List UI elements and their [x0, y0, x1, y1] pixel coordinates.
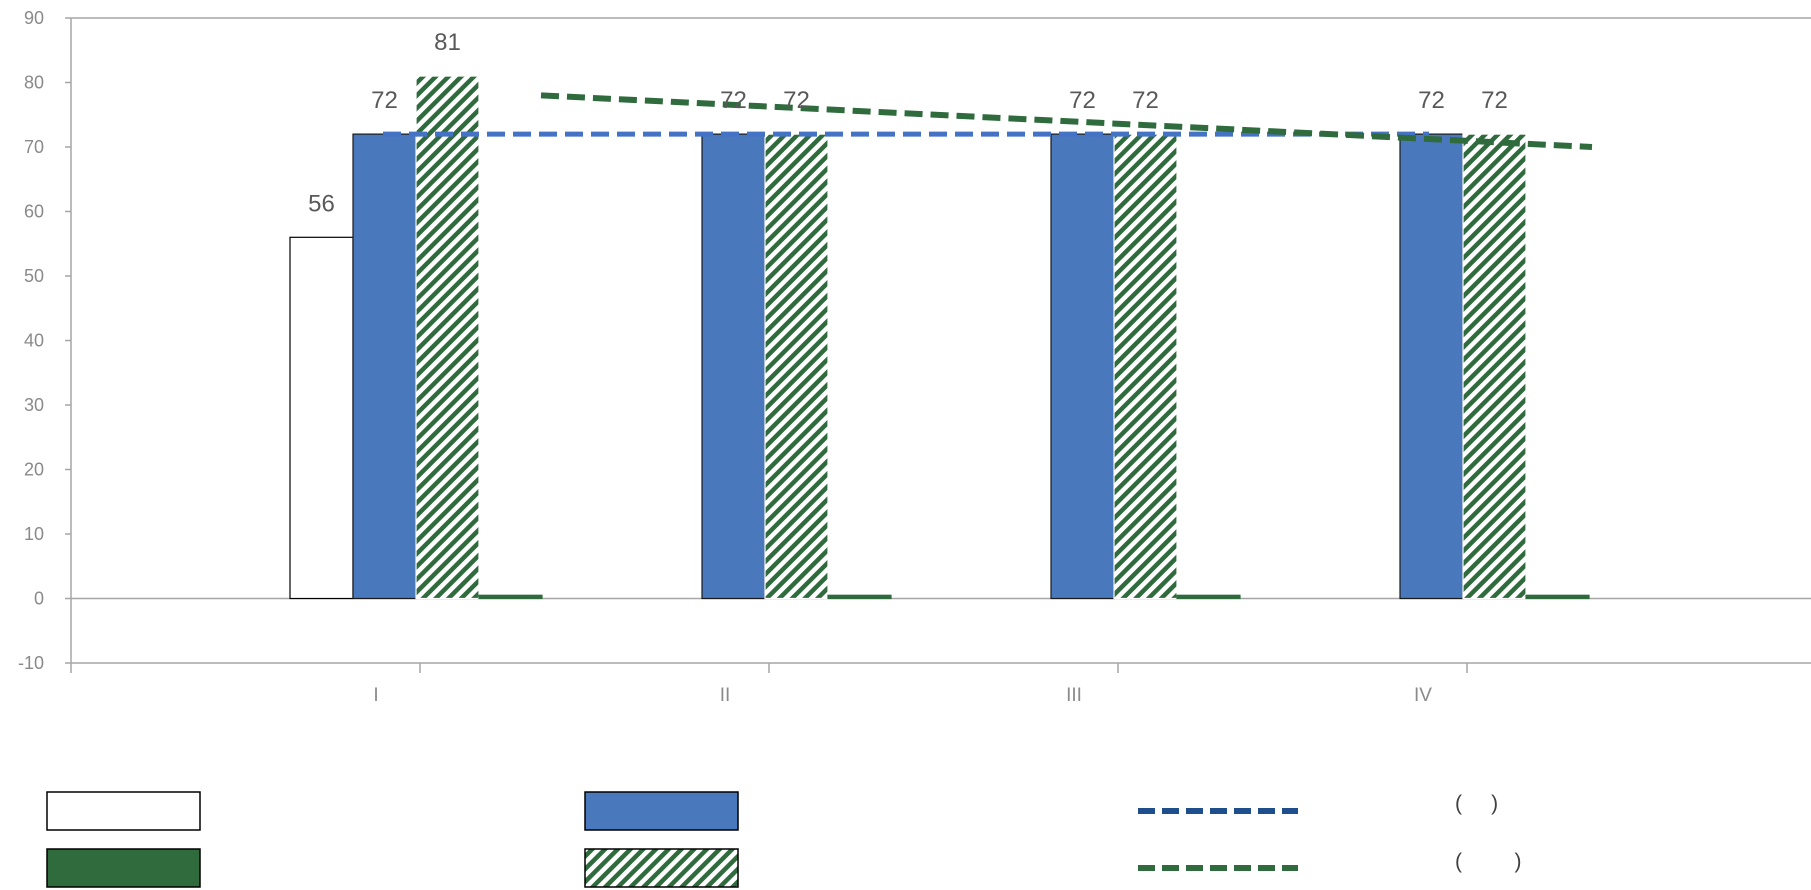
trend-lines [383, 92, 1593, 150]
y-tick-label: 90 [24, 8, 44, 28]
legend-label: ( ) [1455, 792, 1498, 815]
y-tick-label: 20 [24, 460, 44, 480]
data-label: 72 [1418, 87, 1445, 114]
legend-swatch [46, 791, 201, 831]
y-tick-label: 80 [24, 73, 44, 93]
y-tick-label: -10 [18, 653, 44, 673]
series-line [540, 92, 1593, 150]
legend-swatch [46, 848, 201, 888]
y-tick-label: 10 [24, 524, 44, 544]
bar [1525, 594, 1590, 600]
y-tick-label: 30 [24, 395, 44, 415]
data-label: 81 [434, 29, 461, 56]
x-tick-label: III [1066, 685, 1082, 706]
data-label: 72 [371, 87, 398, 114]
bar [352, 133, 417, 600]
bar [478, 594, 543, 600]
data-label: 72 [720, 87, 747, 114]
legend: ( ) ( ) [46, 791, 1522, 888]
data-label: 72 [1481, 87, 1508, 114]
data-label: 56 [308, 190, 335, 217]
bar [415, 75, 480, 600]
y-tick-label: 70 [24, 137, 44, 157]
bar [1462, 133, 1527, 600]
x-tick-label: I [373, 685, 378, 706]
legend-label: ( ) [1455, 850, 1522, 873]
data-labels: 56 72 72 72 72 81 72 72 72 [308, 29, 1508, 217]
data-label: 72 [783, 87, 810, 114]
y-tick-label: 50 [24, 266, 44, 286]
bar [1050, 133, 1115, 600]
x-tick-label: IV [1414, 685, 1432, 706]
bar [764, 133, 829, 600]
bar [1176, 594, 1241, 600]
bar [1113, 133, 1178, 600]
y-tick-label: 0 [34, 589, 44, 609]
data-label: 72 [1132, 87, 1159, 114]
bar [1399, 133, 1464, 600]
bars [289, 75, 1590, 600]
legend-swatch [584, 791, 739, 831]
x-tick-label: II [720, 685, 731, 706]
bar [701, 133, 766, 600]
data-label: 72 [1069, 87, 1096, 114]
y-tick-label: 60 [24, 202, 44, 222]
legend-swatch [584, 848, 739, 888]
bar [827, 594, 892, 600]
bar [289, 236, 354, 600]
y-tick-label: 40 [24, 331, 44, 351]
